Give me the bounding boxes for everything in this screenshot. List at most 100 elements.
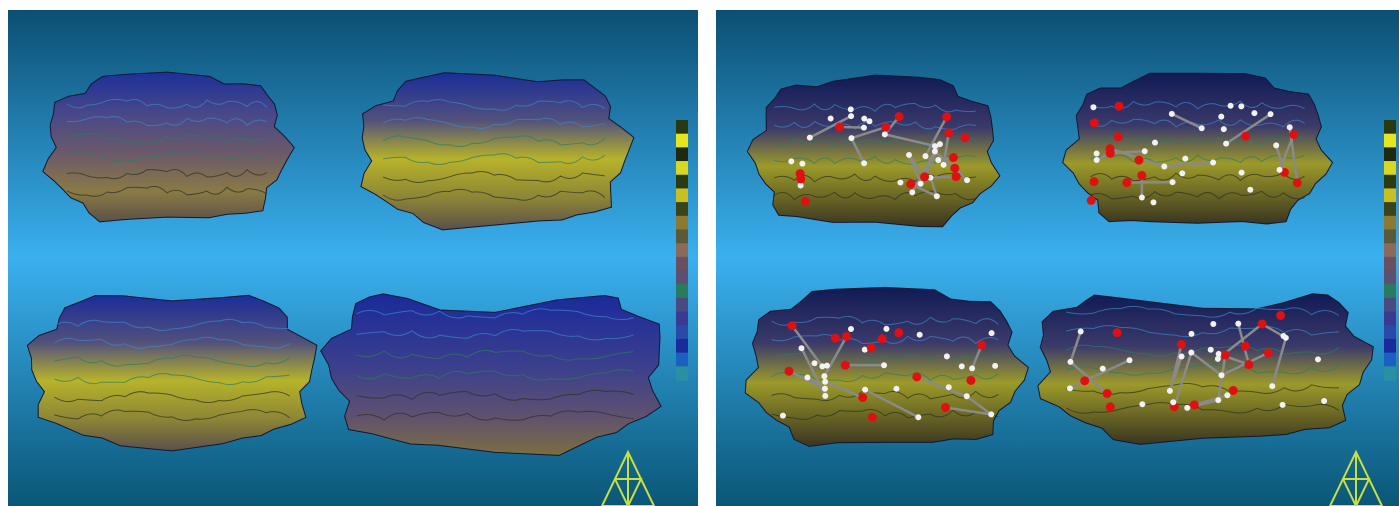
atom — [1208, 347, 1214, 353]
atom — [1122, 178, 1131, 187]
atom — [1238, 103, 1244, 109]
page: (() => { const svg = document.getElement… — [0, 0, 1399, 506]
atom — [992, 363, 998, 369]
atom — [1078, 329, 1084, 335]
atom — [862, 387, 868, 393]
atom — [1215, 397, 1221, 403]
atom — [799, 161, 805, 167]
atom — [1113, 328, 1122, 337]
atom — [788, 321, 797, 330]
color-scale-segment — [676, 284, 688, 298]
atom — [944, 353, 950, 359]
atom — [1241, 132, 1250, 141]
color-scale-segment — [676, 353, 688, 367]
color-scale-segment — [1384, 202, 1396, 216]
atom — [897, 179, 903, 185]
atom — [946, 384, 952, 390]
atom — [788, 158, 794, 164]
atom — [966, 376, 975, 385]
atom — [784, 367, 793, 376]
atom — [922, 153, 928, 159]
color-scale-segment — [1384, 147, 1396, 161]
atom — [1094, 157, 1100, 163]
atom — [917, 332, 923, 338]
atom — [964, 177, 970, 183]
molecular-surface-figure — [0, 0, 1399, 506]
atom — [1142, 148, 1148, 154]
atom — [881, 123, 890, 132]
atom — [848, 326, 854, 332]
atom — [796, 174, 805, 183]
atom — [780, 413, 786, 419]
atom — [1094, 150, 1100, 156]
atom — [848, 113, 854, 119]
atom — [1268, 111, 1274, 117]
atom — [1106, 149, 1115, 158]
color-scale-segment — [676, 271, 688, 285]
atom — [868, 413, 877, 422]
atom — [1224, 392, 1230, 398]
atom — [1228, 103, 1234, 109]
atom — [822, 386, 828, 392]
atom — [1210, 160, 1216, 166]
atom — [952, 172, 961, 181]
atom — [932, 148, 938, 154]
color-scale-segment — [676, 312, 688, 326]
atom — [1067, 385, 1073, 391]
atom — [841, 361, 850, 370]
atom — [1277, 167, 1283, 173]
atom — [835, 123, 844, 132]
atom — [858, 393, 867, 402]
color-scale-segment — [676, 325, 688, 339]
color-scale-segment — [1384, 229, 1396, 243]
color-scale-segment — [1384, 284, 1396, 298]
atom — [1315, 356, 1321, 362]
molecular-surface — [43, 72, 294, 222]
atom — [895, 112, 904, 121]
atom — [950, 164, 959, 173]
color-scale-segment — [1384, 175, 1396, 189]
atom — [1287, 124, 1293, 130]
atom — [909, 189, 915, 195]
atom — [804, 374, 810, 380]
atom — [893, 386, 899, 392]
atom — [1247, 187, 1253, 193]
atom — [801, 197, 810, 206]
atom — [988, 411, 994, 417]
atom — [867, 343, 876, 352]
atom — [1182, 156, 1188, 162]
atom — [1106, 402, 1115, 411]
color-scale-segment — [1384, 120, 1396, 134]
atom — [883, 326, 889, 332]
atom — [1221, 350, 1230, 359]
atom — [906, 152, 912, 158]
color-scale-segment — [676, 134, 688, 148]
color-scale-segment — [1384, 312, 1396, 326]
atom — [1190, 400, 1199, 409]
atom — [822, 393, 828, 399]
atom — [1221, 126, 1227, 132]
atom — [822, 379, 828, 385]
atom — [1235, 321, 1241, 327]
atom — [977, 341, 986, 350]
color-scale-segment — [676, 229, 688, 243]
color-scale-segment — [676, 161, 688, 175]
atom — [1264, 348, 1273, 357]
atom — [1273, 142, 1279, 148]
atom — [861, 160, 867, 166]
atom — [1090, 118, 1099, 127]
atom — [1090, 104, 1096, 110]
atom — [1169, 111, 1175, 117]
color-scale-segment — [1384, 366, 1396, 380]
atom — [828, 116, 834, 122]
color-scale-segment — [1384, 353, 1396, 367]
color-scale-segment — [676, 339, 688, 353]
atom — [821, 373, 827, 379]
atom — [831, 334, 840, 343]
atom — [1223, 141, 1229, 147]
color-scale-segment — [1384, 271, 1396, 285]
color-scale-segment — [676, 188, 688, 202]
atom — [1161, 163, 1167, 169]
atom — [1152, 140, 1158, 146]
color-scale-segment — [676, 257, 688, 271]
